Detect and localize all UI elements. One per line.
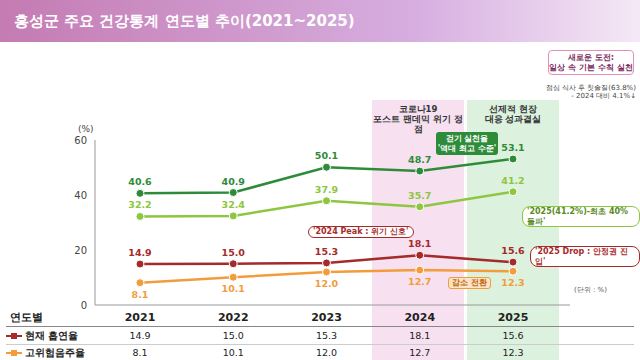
svg-text:14.9: 14.9 — [128, 247, 151, 258]
svg-text:2021: 2021 — [125, 311, 156, 324]
svg-text:2025: 2025 — [498, 311, 529, 324]
html-text:'2025 Drop : 안정권 진입': '2025 Drop : 안정권 진입' — [535, 247, 628, 266]
svg-text:40: 40 — [74, 190, 87, 201]
html-text:현재 흡연율: 현재 흡연율 — [25, 330, 79, 341]
svg-text:12.7: 12.7 — [408, 276, 431, 287]
svg-text:40.9: 40.9 — [222, 176, 245, 187]
html-text:연도별: 연도별 — [10, 311, 43, 324]
html-text:(단위 : %): (단위 : %) — [574, 286, 607, 294]
svg-text:12.3: 12.3 — [501, 277, 524, 288]
svg-text:12.0: 12.0 — [315, 278, 339, 289]
svg-text:0: 0 — [81, 300, 87, 311]
svg-text:15.6: 15.6 — [501, 245, 525, 256]
svg-text:2022: 2022 — [218, 311, 249, 324]
html-text:고위험음주율: 고위험음주율 — [25, 347, 85, 358]
svg-text:10.1: 10.1 — [222, 283, 245, 294]
html-text:'2025(41.2%)-최초 40% 돌파': '2025(41.2%)-최초 40% 돌파' — [527, 207, 628, 226]
svg-text:2024: 2024 — [404, 311, 435, 324]
svg-text:2023: 2023 — [311, 311, 342, 324]
svg-text:41.2: 41.2 — [501, 175, 524, 186]
svg-text:53.1: 53.1 — [501, 142, 524, 153]
html-text:18.1: 18.1 — [409, 330, 431, 341]
html-text:점심 식사 후 칫솔질(63.8%) - 2024 대비 4: 점심 식사 후 칫솔질(63.8%) - 2024 대비 4.1%↓ — [545, 84, 636, 101]
html-text:코로나19 포스트 팬데믹 위기 정점: 코로나19 포스트 팬데믹 위기 정점 — [373, 104, 463, 135]
html-text:12.0: 12.0 — [315, 347, 338, 358]
html-text:12.3: 12.3 — [502, 347, 524, 358]
svg-text:32.2: 32.2 — [128, 199, 151, 210]
html-text:8.1: 8.1 — [132, 347, 148, 358]
html-text:14.9: 14.9 — [129, 330, 151, 341]
html-text:10.1: 10.1 — [222, 347, 244, 358]
svg-text:35.7: 35.7 — [408, 190, 431, 201]
html-text:12.7: 12.7 — [409, 347, 431, 358]
svg-text:20: 20 — [74, 245, 87, 256]
html-text:감소 전환: 감소 전환 — [452, 278, 487, 287]
html-text:15.6: 15.6 — [502, 330, 524, 341]
svg-text:50.1: 50.1 — [315, 150, 338, 161]
svg-text:40.6: 40.6 — [128, 176, 152, 187]
html-text:홍성군 주요 건강통계 연도별 추이(2021~2025): 홍성군 주요 건강통계 연도별 추이(2021~2025) — [14, 12, 355, 30]
html-text:선제적 현장 대응 성과결실: 선제적 현장 대응 성과결실 — [484, 104, 542, 125]
svg-text:8.1: 8.1 — [132, 289, 149, 300]
html-text:15.0: 15.0 — [222, 330, 244, 341]
svg-text:60: 60 — [74, 135, 87, 146]
html-text:걷기 실천율 '역대 최고 수준': 걷기 실천율 '역대 최고 수준' — [437, 134, 497, 153]
svg-text:18.1: 18.1 — [408, 238, 431, 249]
svg-text:15.3: 15.3 — [315, 246, 338, 257]
svg-text:15.0: 15.0 — [222, 247, 246, 258]
html-text:'2024 Peak : 위기 신호': '2024 Peak : 위기 신호' — [313, 227, 409, 236]
html-text:15.3: 15.3 — [315, 330, 338, 341]
svg-text:48.7: 48.7 — [408, 154, 431, 165]
svg-text:37.9: 37.9 — [315, 184, 338, 195]
html-text:새로운 도전: 일상 속 기본 수칙 실천: 새로운 도전: 일상 속 기본 수칙 실천 — [549, 53, 633, 72]
svg-text:32.4: 32.4 — [222, 199, 246, 210]
